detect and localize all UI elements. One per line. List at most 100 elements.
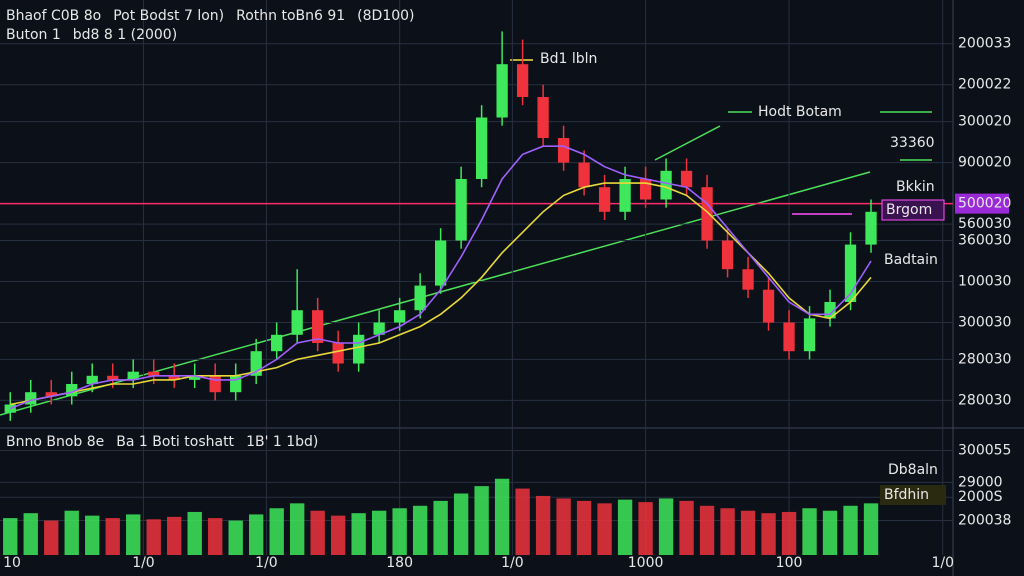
volume-bar bbox=[699, 505, 715, 555]
candle-body bbox=[742, 269, 754, 290]
annotation: Badtain bbox=[884, 252, 938, 268]
volume-bar bbox=[822, 510, 838, 555]
volume-bar bbox=[720, 508, 735, 555]
volume-bar bbox=[433, 500, 448, 555]
candle-body bbox=[537, 97, 549, 138]
volume-bar bbox=[761, 513, 776, 555]
candle-body bbox=[496, 64, 508, 118]
volume-bar bbox=[617, 499, 633, 555]
y-tick-label: 300055 bbox=[958, 442, 1011, 458]
volume-bar bbox=[146, 519, 161, 555]
header-text: Ba 1 Boti toshatt bbox=[116, 434, 234, 450]
annotation: Hodt Botam bbox=[758, 104, 842, 120]
header-text: Buton 1 bbox=[6, 27, 61, 43]
label-box bbox=[880, 485, 946, 505]
y-tick-label: 29000 bbox=[958, 474, 1003, 490]
candle-body bbox=[680, 170, 693, 188]
volume-bar bbox=[289, 503, 305, 555]
header-text: 1B' 1 1bd) bbox=[246, 434, 318, 450]
trend-line bbox=[0, 171, 871, 416]
candle-body bbox=[578, 162, 590, 188]
candle-body bbox=[598, 187, 611, 212]
volume-bar bbox=[474, 486, 489, 555]
candle-body bbox=[721, 240, 734, 270]
candle-body bbox=[619, 179, 631, 212]
price-tag bbox=[955, 193, 1009, 214]
candle-body bbox=[271, 334, 283, 352]
candle-body bbox=[312, 310, 324, 343]
header-text: Pot Bodst 7 lon) bbox=[113, 8, 224, 24]
volume-bar bbox=[310, 510, 325, 555]
annotation: Db8aln bbox=[888, 462, 938, 478]
candle-body bbox=[107, 375, 119, 380]
x-tick-label: 1000 bbox=[628, 555, 664, 571]
candle-body bbox=[475, 117, 488, 179]
candle-body bbox=[353, 334, 365, 364]
candle-body bbox=[414, 285, 426, 311]
moving-average bbox=[10, 182, 872, 406]
volume-bar bbox=[371, 510, 387, 555]
annotation: Bd1 lbln bbox=[540, 51, 597, 67]
volume-bar bbox=[269, 508, 284, 555]
volume-bar bbox=[679, 500, 694, 555]
volume-bar bbox=[167, 516, 182, 555]
volume-bar bbox=[740, 510, 756, 555]
annotation: 33360 bbox=[890, 135, 935, 151]
y-tick-label: 300020 bbox=[958, 114, 1011, 130]
label-box bbox=[881, 199, 945, 221]
volume-bar bbox=[412, 505, 428, 555]
volume-bar bbox=[392, 508, 407, 555]
volume-bar bbox=[44, 520, 59, 555]
candle-body bbox=[455, 179, 467, 241]
y-tick-label: 200033 bbox=[958, 36, 1011, 52]
annotation: Brgom bbox=[886, 202, 932, 218]
candle-body bbox=[844, 244, 857, 302]
y-tick-label: 200022 bbox=[958, 77, 1011, 93]
y-tick-label: 100030 bbox=[958, 274, 1011, 290]
moving-average bbox=[9, 145, 872, 410]
arrow bbox=[654, 125, 721, 161]
candle-body bbox=[516, 64, 529, 97]
candle-body bbox=[865, 211, 877, 245]
annotation: Bkkin bbox=[896, 179, 935, 195]
x-tick-label: 10 bbox=[3, 555, 21, 571]
candle-body bbox=[127, 371, 139, 380]
candle-body bbox=[209, 375, 221, 393]
volume-bar bbox=[23, 513, 38, 555]
volume-bar bbox=[105, 518, 120, 555]
header-text: Bnno Bnob 8e bbox=[6, 434, 104, 450]
volume-bar bbox=[535, 495, 551, 555]
volume-bar bbox=[597, 503, 612, 555]
x-tick-label: 1/0 bbox=[255, 555, 278, 571]
volume-bar bbox=[3, 518, 18, 555]
volume-bar bbox=[802, 508, 817, 555]
y-tick-label: 360030 bbox=[958, 233, 1011, 249]
candle-body bbox=[557, 138, 570, 163]
volume-bar bbox=[330, 515, 346, 555]
candle-body bbox=[332, 343, 344, 364]
candle-body bbox=[25, 392, 37, 405]
volume-bar bbox=[781, 511, 797, 555]
candle-body bbox=[762, 289, 775, 323]
candle-body bbox=[168, 375, 180, 380]
header-text: Bhaof C0B 8o bbox=[6, 8, 101, 24]
volume-bar bbox=[64, 510, 79, 555]
candle-body bbox=[783, 322, 795, 352]
candle-body bbox=[148, 371, 160, 376]
y-tick-label: 280030 bbox=[958, 351, 1011, 367]
candle-body bbox=[250, 351, 262, 376]
candle-body bbox=[701, 187, 713, 241]
candle-body bbox=[230, 375, 242, 393]
volume-bar bbox=[843, 505, 858, 555]
candle-body bbox=[394, 310, 406, 323]
volume-bar bbox=[863, 503, 879, 555]
volume-bar bbox=[249, 514, 264, 555]
volume-bar bbox=[638, 502, 653, 555]
y-tick-label: 500020 bbox=[958, 196, 1011, 212]
volume-bar bbox=[208, 518, 223, 555]
x-tick-label: 180 bbox=[386, 555, 413, 571]
header-text: (8D100) bbox=[357, 8, 414, 24]
volume-bar bbox=[351, 513, 366, 555]
volume-bar bbox=[228, 520, 243, 555]
